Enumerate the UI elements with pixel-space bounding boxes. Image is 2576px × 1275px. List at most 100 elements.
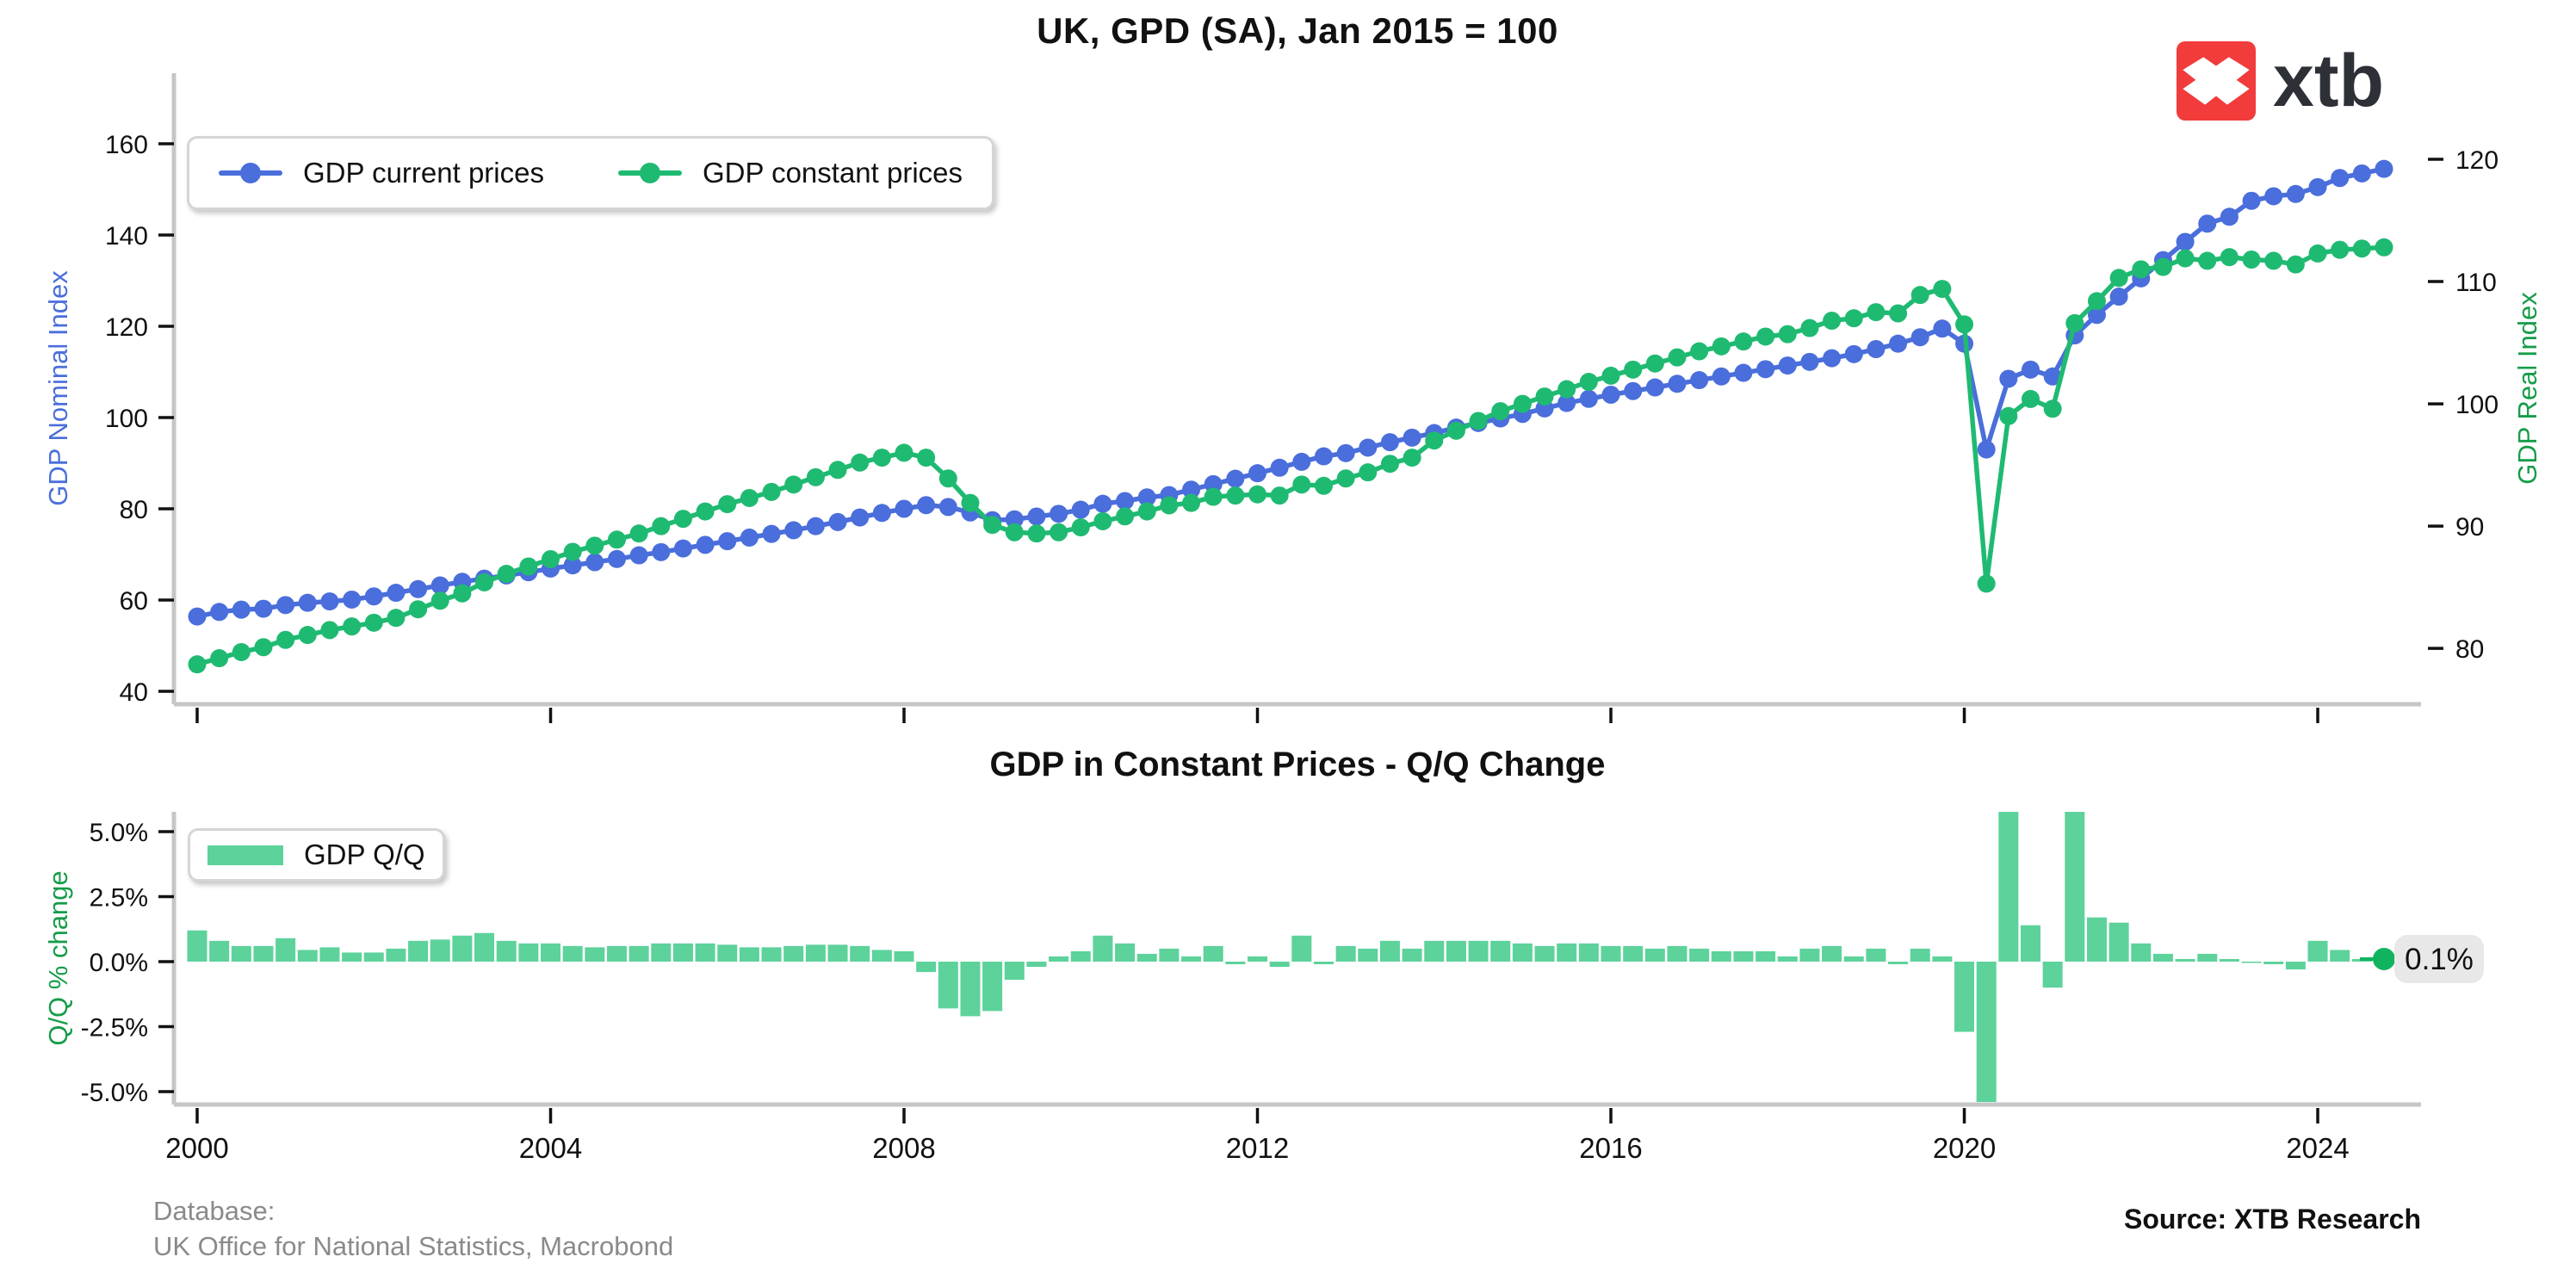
series-marker — [784, 521, 803, 540]
series-marker — [1093, 511, 1112, 530]
series-marker — [1910, 328, 1929, 347]
series-marker — [806, 467, 825, 486]
series-marker — [895, 499, 913, 518]
top-chart-legend: GDP current prices GDP constant prices — [187, 136, 995, 210]
series-marker — [673, 539, 692, 558]
series-marker — [1690, 342, 1709, 361]
series-marker — [430, 576, 449, 595]
series-marker — [320, 621, 339, 640]
series-marker — [1778, 356, 1797, 375]
qq-bar — [1932, 956, 1953, 962]
database-note: Database: UK Office for National Statist… — [153, 1193, 673, 1264]
qq-bar — [1049, 956, 1069, 962]
series-marker — [1645, 354, 1664, 373]
series-line — [196, 244, 2385, 667]
qq-bar — [1181, 956, 1202, 962]
qq-x-tick-label: 2024 — [2286, 1132, 2349, 1164]
qq-bar — [518, 943, 539, 962]
series-marker — [718, 495, 737, 514]
qq-bar — [850, 945, 870, 962]
qq-x-tick-label: 2012 — [1226, 1132, 1289, 1164]
qq-bar — [1534, 945, 1555, 962]
series-marker — [784, 475, 803, 494]
qq-bar — [541, 943, 561, 962]
series-marker — [740, 488, 759, 507]
series-marker — [607, 530, 626, 549]
series-marker — [1867, 303, 1886, 322]
series-marker — [2176, 249, 2195, 268]
series-marker — [254, 599, 273, 618]
series-marker — [276, 630, 295, 649]
series-marker — [2176, 232, 2195, 251]
series-marker — [1182, 480, 1201, 499]
series-marker — [2109, 269, 2128, 288]
left-axis-tick-label: 160 — [105, 131, 148, 159]
series-marker — [2286, 255, 2305, 274]
left-axis-tick-label: 40 — [120, 678, 148, 707]
qq-bar — [1888, 962, 1909, 965]
qq-bar — [297, 950, 318, 962]
qq-x-tick-label: 2016 — [1579, 1132, 1642, 1164]
left-axis-title: GDP Nominal Index — [43, 270, 73, 506]
series-marker — [1579, 373, 1598, 392]
series-marker — [1270, 458, 1289, 477]
qq-bar — [1954, 962, 1975, 1032]
qq-bar — [1733, 950, 1754, 962]
series-marker — [1844, 309, 1863, 328]
qq-bar — [1291, 935, 1312, 962]
series-marker — [364, 587, 383, 606]
qq-bar — [496, 940, 517, 962]
qq-x-tick-label: 2000 — [165, 1132, 228, 1164]
series-marker — [1359, 463, 1378, 482]
series-marker — [851, 453, 870, 472]
qq-bar — [386, 948, 406, 962]
series-marker — [2021, 389, 2040, 408]
series-marker — [1624, 360, 1643, 379]
series-marker — [298, 593, 317, 612]
nominal-series — [188, 159, 2393, 626]
qq-bar — [651, 943, 672, 962]
series-marker — [542, 549, 560, 568]
series-marker — [1778, 325, 1797, 344]
real-line-swatch-icon — [617, 163, 682, 183]
right-axis-tick-label: 80 — [2455, 635, 2484, 664]
series-marker — [232, 600, 251, 619]
legend-label-real: GDP constant prices — [702, 157, 963, 189]
qq-bar — [1623, 945, 1644, 962]
qq-bar — [783, 945, 804, 962]
series-marker — [1093, 494, 1112, 513]
series-marker — [2286, 184, 2305, 203]
qq-bar — [1557, 943, 1577, 962]
qq-bar — [1644, 948, 1665, 962]
series-marker — [1071, 500, 1090, 519]
qq-bar — [1667, 945, 1687, 962]
series-marker — [2242, 191, 2261, 210]
series-marker — [1027, 524, 1046, 543]
qq-bar — [717, 944, 738, 962]
series-marker — [1491, 402, 1510, 421]
qq-chart-axes: 5.0% 2.5% 0.0% -2.5% -5.0% 2000 2004 2008 2012 20… — [43, 812, 2421, 1164]
series-marker — [387, 584, 406, 603]
series-line — [196, 166, 2385, 619]
qq-bar — [2131, 943, 2152, 962]
left-axis-tick-label: 140 — [105, 222, 148, 251]
legend-item-qq: GDP Q/Q — [207, 839, 425, 871]
real-series — [188, 238, 2393, 674]
series-marker — [1933, 280, 1952, 299]
series-marker — [2198, 214, 2217, 233]
series-marker — [2331, 169, 2350, 188]
series-marker — [497, 565, 516, 584]
qq-bar — [187, 930, 207, 962]
series-marker — [1734, 363, 1753, 382]
qq-bar — [1225, 962, 1246, 965]
series-marker — [1359, 438, 1378, 457]
series-marker — [2109, 288, 2128, 306]
qq-bar — [1998, 812, 2019, 962]
xtb-x-icon — [2183, 57, 2250, 105]
series-marker — [696, 535, 715, 554]
qq-bar — [1601, 945, 1621, 962]
qq-bar — [871, 950, 892, 962]
qq-bar — [1843, 956, 1864, 962]
qq-bar — [938, 962, 958, 1009]
series-marker — [1867, 340, 1886, 358]
